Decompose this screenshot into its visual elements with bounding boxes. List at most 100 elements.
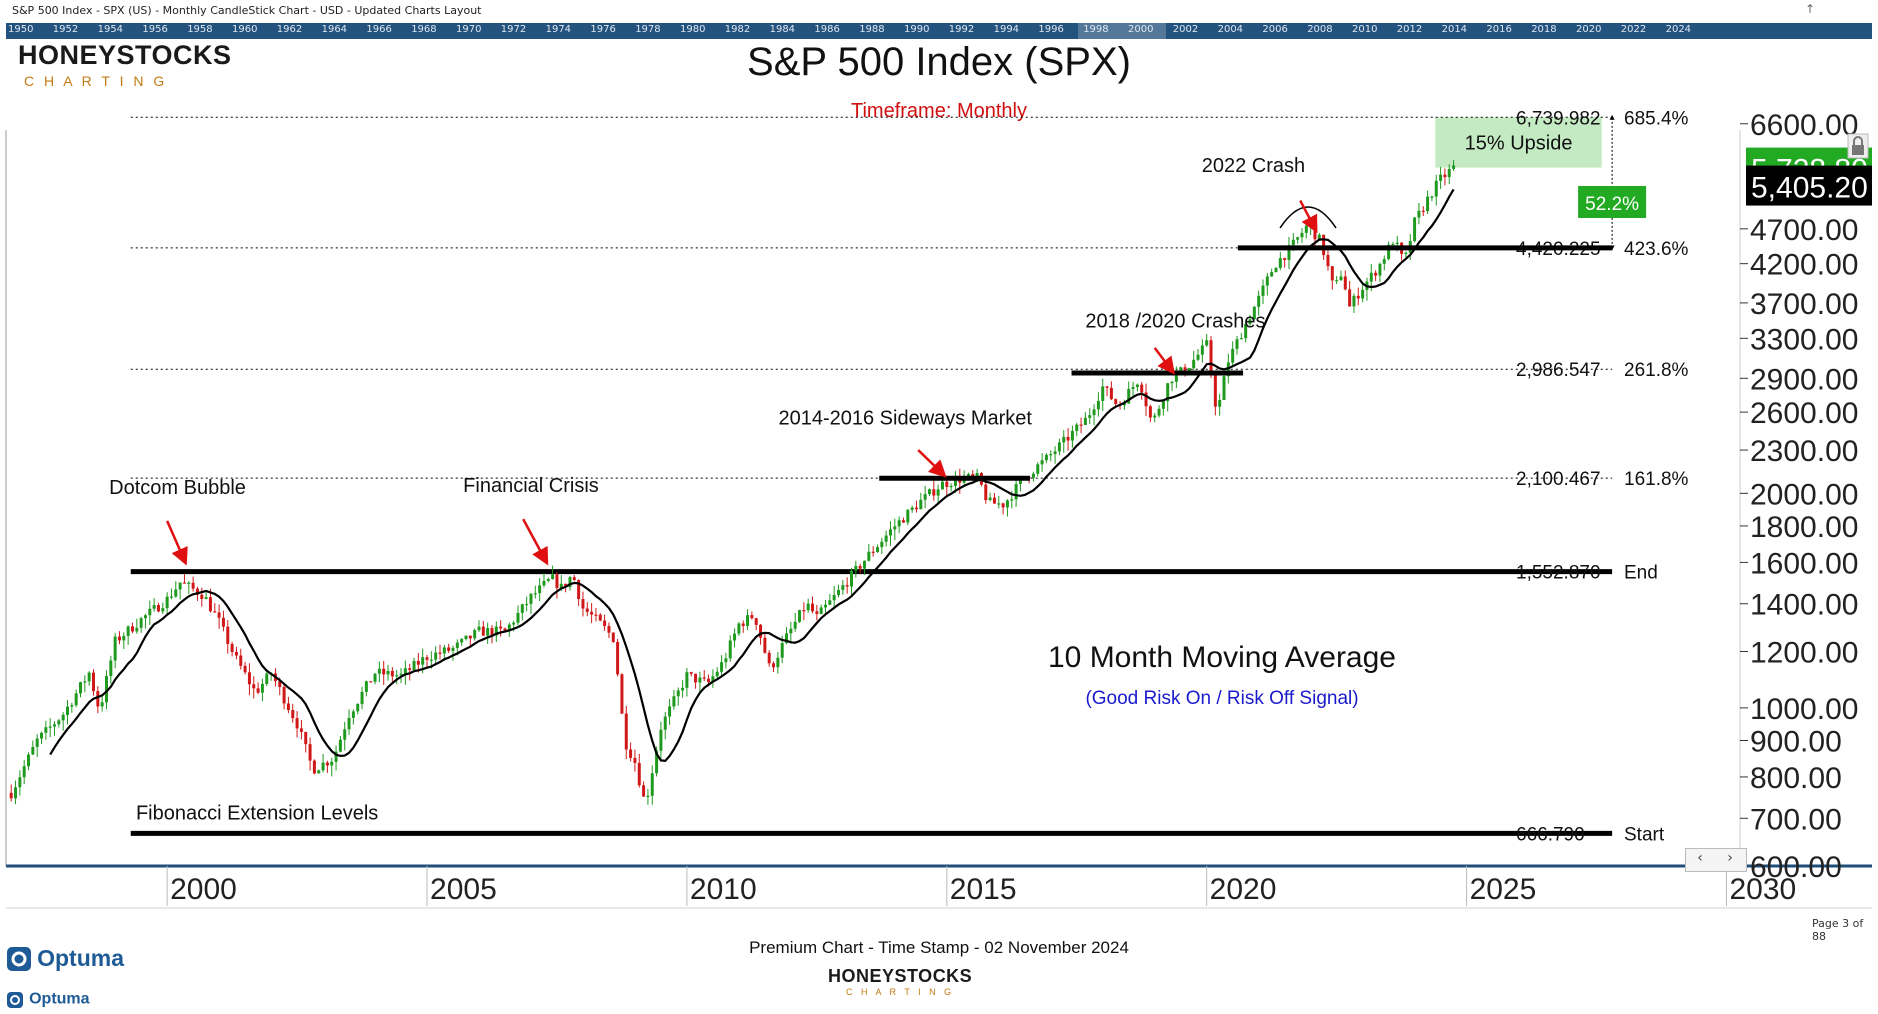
timeline-year-label[interactable]: 2014 <box>1441 24 1468 35</box>
candle-body <box>650 773 654 796</box>
candle-body <box>1192 359 1196 369</box>
candle-body <box>321 762 325 771</box>
timeline-year-label[interactable]: 1956 <box>142 24 168 35</box>
timeline-year-label[interactable]: 1962 <box>276 24 303 35</box>
scroll-right-icon[interactable]: › <box>1727 850 1733 866</box>
timeline-year-label[interactable]: 1976 <box>590 24 616 35</box>
candle-body <box>1144 392 1148 407</box>
candle-body <box>334 751 338 762</box>
optuma-small-text: Optuma <box>29 990 90 1008</box>
timeline-year-label[interactable]: 1952 <box>52 24 79 35</box>
timeline-year-label[interactable]: 1980 <box>680 24 706 35</box>
candle-body <box>551 574 555 580</box>
timeline-year-label[interactable]: 1960 <box>232 24 258 35</box>
candle-body <box>1135 384 1139 388</box>
y-axis-label: 1800.00 <box>1750 511 1858 544</box>
x-axis-label: 2015 <box>950 873 1017 906</box>
timeline-year-label[interactable]: 1970 <box>456 24 482 35</box>
candle-body <box>1196 354 1200 360</box>
candle-body <box>590 611 594 615</box>
candle-body <box>243 665 247 673</box>
price-tag <box>1746 165 1872 206</box>
candle-body <box>282 687 286 704</box>
timeline-year-label[interactable]: 2000 <box>1128 24 1154 35</box>
timeline-year-label[interactable]: 2022 <box>1620 24 1647 35</box>
candle-body <box>940 481 944 490</box>
candle-body <box>66 706 70 715</box>
timeline-year-label[interactable]: 2024 <box>1665 24 1692 35</box>
candle-body <box>659 729 663 751</box>
candle-body <box>178 582 182 590</box>
candle-body <box>499 626 503 629</box>
scroll-left-icon[interactable]: ‹ <box>1697 850 1703 866</box>
candle-body <box>932 489 936 496</box>
timeline-year-label[interactable]: 2016 <box>1486 24 1512 35</box>
candle-body <box>1161 401 1165 409</box>
timeline-year-label[interactable]: 2008 <box>1307 24 1333 35</box>
candle-body <box>152 605 156 609</box>
candle-body <box>200 594 204 599</box>
candle-body <box>61 714 65 721</box>
timeline-year-label[interactable]: 1986 <box>814 24 840 35</box>
candle-body <box>1057 442 1061 452</box>
timeline-year-label[interactable]: 1964 <box>321 24 348 35</box>
candle-body <box>1417 210 1421 218</box>
candle-body <box>689 672 693 674</box>
candle-body <box>672 696 676 707</box>
timeline-year-label[interactable]: 1996 <box>1038 24 1064 35</box>
optuma-logo-small: Optuma <box>6 989 90 1009</box>
timeline-year-label[interactable]: 1992 <box>948 24 975 35</box>
timeline-year-label[interactable]: 2002 <box>1172 24 1199 35</box>
candle-body <box>31 746 35 755</box>
timeline-year-label[interactable]: 1958 <box>187 24 213 35</box>
candle-body <box>1413 217 1417 242</box>
timeline-year-label[interactable]: 2010 <box>1352 24 1378 35</box>
timeline-year-label[interactable]: 1994 <box>993 24 1020 35</box>
footer-logo-main: HONEYSTOCKS <box>828 966 973 986</box>
price-tag-value: 5,405.20 <box>1751 172 1868 205</box>
candle-body <box>512 622 516 625</box>
candle-body <box>1096 400 1100 410</box>
candle-body <box>603 620 607 627</box>
timeline-year-label[interactable]: 1974 <box>545 24 572 35</box>
timeline-year-label[interactable]: 1990 <box>904 24 930 35</box>
candle-body <box>984 484 988 501</box>
timeline-year-label[interactable]: 1968 <box>411 24 437 35</box>
timeline-year-label[interactable]: 1978 <box>635 24 661 35</box>
candlestick-chart[interactable]: 15% Upside 666.790 Start 1,552.870 End 2,100… <box>0 0 1878 910</box>
footer-logo-sub: C H A R T I N G <box>846 987 955 997</box>
timeline-visible-range[interactable] <box>1078 23 1166 39</box>
candle-body <box>247 672 251 685</box>
candle-body <box>9 792 13 799</box>
candle-body <box>1218 400 1222 407</box>
annotation-label: Dotcom Bubble <box>109 477 246 499</box>
timeline-navigator[interactable]: 1950 1952 1954 1956 1958 1960 1962 1964 1966 1968… <box>6 23 1872 39</box>
candle-body <box>234 651 238 656</box>
annotation-label: 2014-2016 Sideways Market <box>778 407 1032 429</box>
timeline-year-label[interactable]: 1972 <box>500 24 527 35</box>
timeline-year-label[interactable]: 1954 <box>97 24 124 35</box>
pin-icon[interactable]: ↑ <box>1805 2 1816 16</box>
timeline-year-label[interactable]: 1950 <box>8 24 34 35</box>
timeline-year-label[interactable]: 2004 <box>1217 24 1244 35</box>
candle-body <box>741 623 745 626</box>
timeline-year-label[interactable]: 2020 <box>1576 24 1602 35</box>
candle-body <box>1157 408 1161 416</box>
timeline-year-label[interactable]: 2006 <box>1262 24 1288 35</box>
timeline-year-label[interactable]: 1984 <box>769 24 796 35</box>
candle-body <box>862 560 866 569</box>
timeline-year-label[interactable]: 1966 <box>366 24 392 35</box>
timeline-year-label[interactable]: 1982 <box>724 24 751 35</box>
candle-body <box>1131 387 1135 390</box>
candle-body <box>819 607 823 614</box>
timeline-year-label[interactable]: 2018 <box>1531 24 1557 35</box>
timeline-year-label[interactable]: 1998 <box>1083 24 1109 35</box>
timeline-year-label[interactable]: 2012 <box>1396 24 1423 35</box>
candle-body <box>369 681 373 683</box>
timeline-year-label[interactable]: 1988 <box>859 24 885 35</box>
candle-body <box>455 642 459 648</box>
scroll-nav[interactable]: ‹ › <box>1685 848 1747 872</box>
candle-body <box>1170 381 1174 384</box>
candle-body <box>715 671 719 677</box>
candle-body <box>837 589 841 595</box>
